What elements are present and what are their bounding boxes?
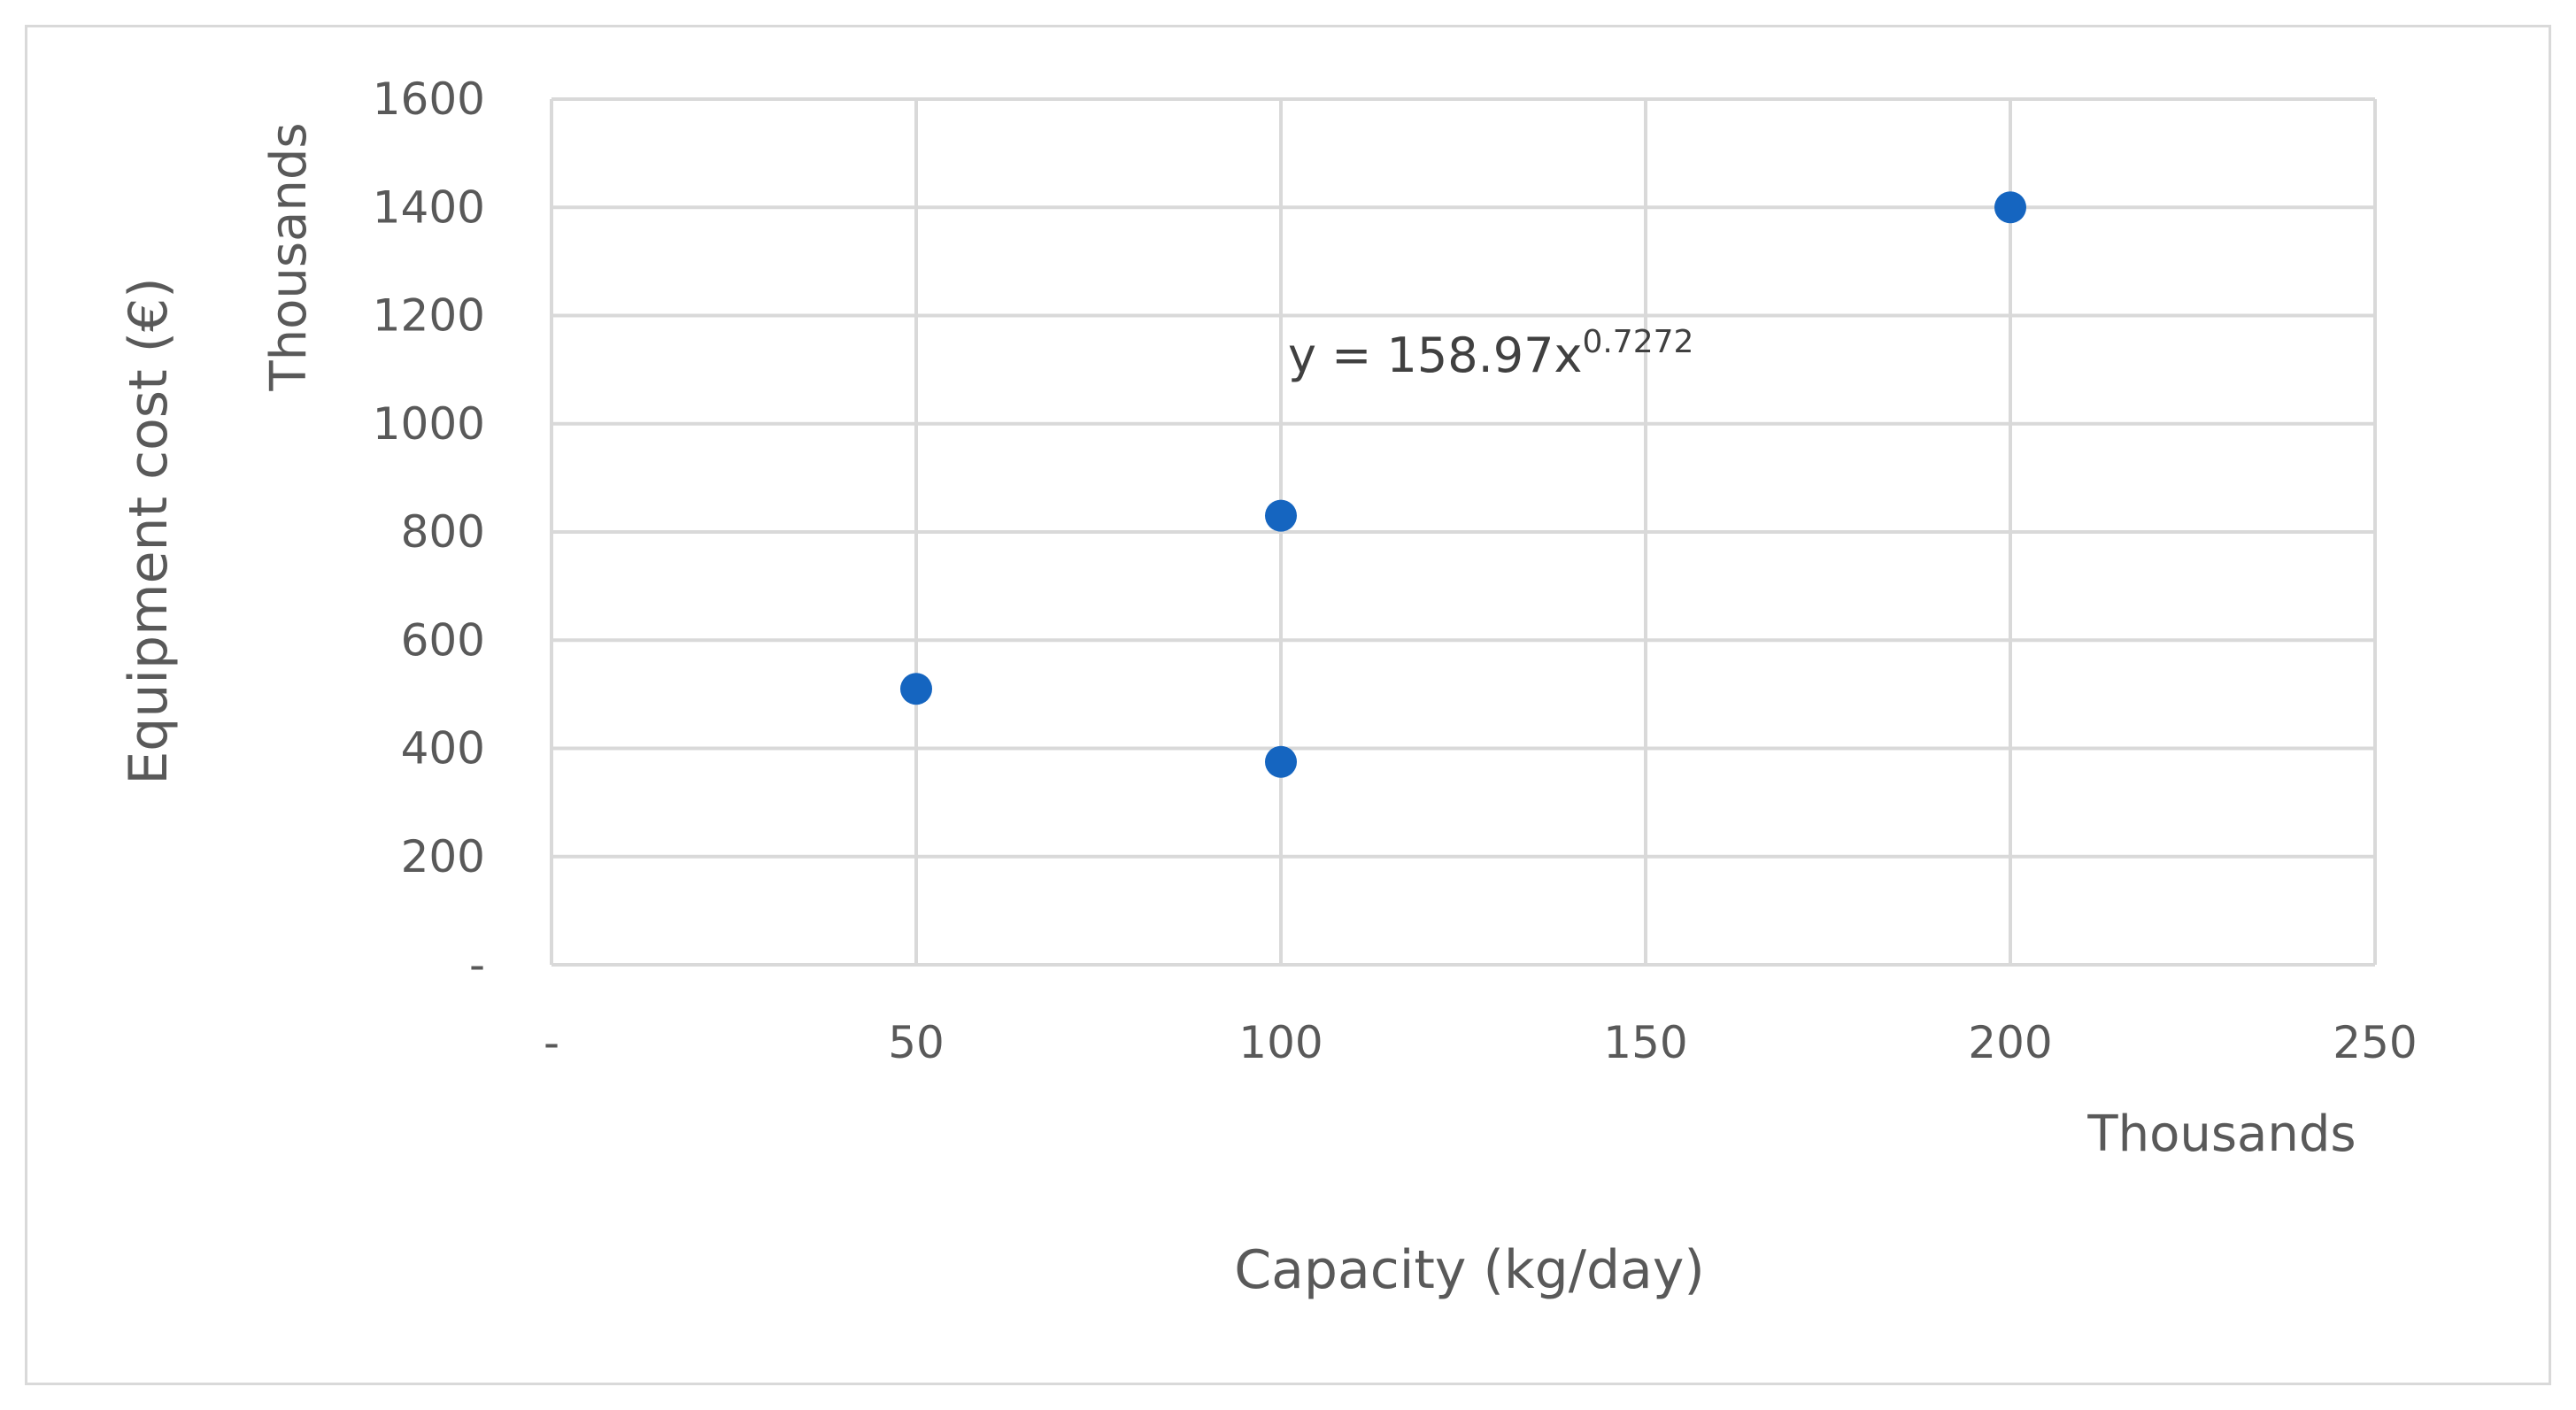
x-tick-label: 150	[1603, 1017, 1687, 1068]
y-tick-label: 1000	[373, 398, 485, 450]
data-point	[1265, 745, 1297, 778]
x-tick-label: 200	[1968, 1017, 2052, 1068]
y-tick-label: 200	[401, 831, 485, 882]
trendline-equation-exponent: 0.7272	[1582, 324, 1693, 360]
data-point	[1994, 191, 2026, 224]
gridlines	[550, 97, 2377, 967]
y-axis-ticks: - 200 400 600 800 1000 1200 1400 1600	[373, 73, 485, 990]
x-axis-ticks: - 50 100 150 200 250	[544, 1017, 2418, 1068]
x-tick-label: 100	[1238, 1017, 1323, 1068]
data-points	[900, 191, 2026, 778]
y-tick-label: -	[469, 939, 485, 990]
y-tick-label: 1200	[373, 290, 485, 342]
y-tick-label: 800	[401, 506, 485, 558]
x-tick-label: -	[544, 1017, 559, 1068]
data-point	[900, 673, 932, 705]
y-tick-label: 1400	[373, 181, 485, 233]
y-tick-label: 400	[401, 723, 485, 774]
trendline-equation-base: y = 158.97x	[1288, 327, 1582, 383]
x-tick-label: 50	[888, 1017, 945, 1068]
x-tick-label: 250	[2333, 1017, 2417, 1068]
chart-frame	[25, 25, 2551, 1385]
y-axis-title: Equipment cost (€)	[118, 277, 180, 784]
y-axis-units-label: Thousands	[260, 122, 318, 391]
y-tick-label: 600	[401, 614, 485, 666]
x-axis-units-label: Thousands	[2086, 1106, 2356, 1163]
trendline-equation: y = 158.97x0.7272	[1288, 324, 1693, 383]
y-tick-label: 1600	[373, 73, 485, 125]
data-point	[1265, 499, 1297, 532]
x-axis-title: Capacity (kg/day)	[1234, 1239, 1705, 1301]
